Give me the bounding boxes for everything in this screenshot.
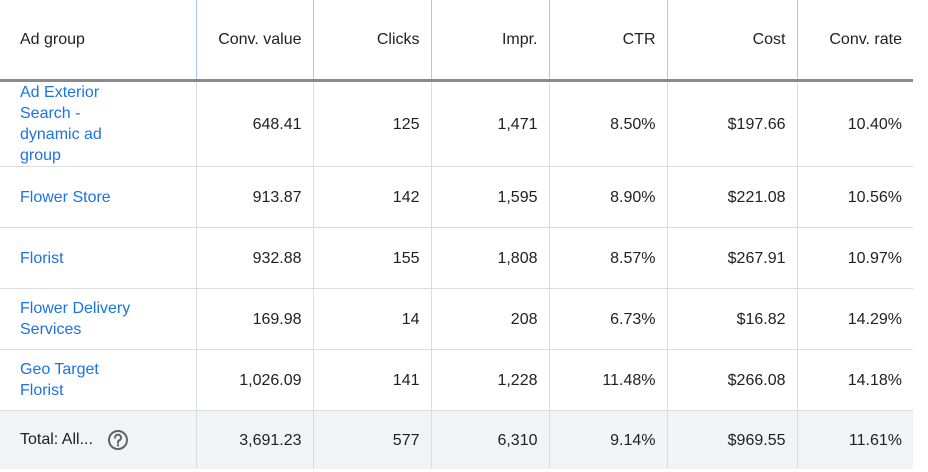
- ad-group-cell: Geo Target Florist: [0, 349, 196, 411]
- ad-group-link[interactable]: Geo Target Florist: [20, 361, 99, 399]
- ad-group-link[interactable]: Flower Delivery Services: [20, 300, 131, 338]
- metric-cell: 155: [312, 227, 431, 289]
- metric-cell: 1,228: [430, 349, 549, 411]
- help-mark: [113, 433, 122, 444]
- total-cell: 6,310: [430, 410, 549, 469]
- total-cell: 3,691.23: [195, 410, 313, 469]
- metric-cell: $221.08: [666, 166, 797, 228]
- ad-group-cell: Flower Store: [0, 166, 196, 228]
- column-header[interactable]: Impr.: [430, 0, 549, 82]
- metric-cell: 1,595: [430, 166, 549, 228]
- total-cell: 11.61%: [796, 410, 913, 469]
- column-header[interactable]: Conv. value: [195, 0, 313, 82]
- metric-cell: 1,026.09: [195, 349, 313, 411]
- total-row: Total: All... 3,691.23 577 6,310 9.14% $969.5…: [0, 410, 913, 469]
- metric-cell: 14.18%: [796, 349, 913, 411]
- ad-group-table: Ad group Conv. value Clicks Impr. CTR Cost Con…: [0, 0, 913, 469]
- total-cell: 577: [312, 410, 431, 469]
- column-header[interactable]: Conv. rate: [796, 0, 913, 82]
- metric-cell: $16.82: [666, 288, 797, 350]
- total-cell: $969.55: [666, 410, 797, 469]
- column-header[interactable]: Clicks: [312, 0, 431, 82]
- ad-group-link[interactable]: Ad Exterior Search - dynamic ad group: [20, 84, 102, 164]
- header-row: Ad group Conv. value Clicks Impr. CTR Cost Con…: [0, 0, 913, 82]
- table-row: Flower Delivery Services 169.98 14 208 6.73%…: [0, 288, 913, 350]
- metric-cell: 141: [312, 349, 431, 411]
- table-row: Florist 932.88 155 1,808 8.57% $267.91 10.97%: [0, 227, 913, 289]
- metric-cell: 11.48%: [548, 349, 667, 411]
- metric-cell: 169.98: [195, 288, 313, 350]
- metric-cell: 14.29%: [796, 288, 913, 350]
- ad-group-link[interactable]: Florist: [20, 249, 64, 267]
- metric-cell: 913.87: [195, 166, 313, 228]
- column-header[interactable]: Ad group: [0, 0, 196, 82]
- metric-cell: 10.97%: [796, 227, 913, 289]
- metric-cell: 10.40%: [796, 80, 913, 167]
- metric-cell: 6.73%: [548, 288, 667, 350]
- metric-cell: 14: [312, 288, 431, 350]
- metric-cell: 8.90%: [548, 166, 667, 228]
- metric-cell: 8.50%: [548, 80, 667, 167]
- metric-cell: 8.57%: [548, 227, 667, 289]
- help-icon[interactable]: [107, 429, 129, 451]
- metric-cell: 1,471: [430, 80, 549, 167]
- ad-group-link[interactable]: Flower Store: [20, 188, 111, 206]
- table-row: Flower Store 913.87 142 1,595 8.90% $221.08 10…: [0, 166, 913, 228]
- metric-cell: 208: [430, 288, 549, 350]
- metric-cell: $197.66: [666, 80, 797, 167]
- total-label-cell: Total: All...: [0, 410, 196, 469]
- metric-cell: 1,808: [430, 227, 549, 289]
- metric-cell: 648.41: [195, 80, 313, 167]
- metric-cell: 932.88: [195, 227, 313, 289]
- total-label: Total: All...: [20, 431, 93, 449]
- column-header[interactable]: Cost: [666, 0, 797, 82]
- ad-group-cell: Flower Delivery Services: [0, 288, 196, 350]
- metric-cell: $266.08: [666, 349, 797, 411]
- column-header[interactable]: CTR: [548, 0, 667, 82]
- metric-cell: 125: [312, 80, 431, 167]
- help-circle: [107, 430, 128, 450]
- metric-cell: 10.56%: [796, 166, 913, 228]
- help-dot: [116, 444, 120, 447]
- table-row: Ad Exterior Search - dynamic ad group 648…: [0, 80, 913, 167]
- table-body: Ad Exterior Search - dynamic ad group 648…: [0, 80, 913, 469]
- metric-cell: $267.91: [666, 227, 797, 289]
- total-cell: 9.14%: [548, 410, 667, 469]
- ad-group-cell: Florist: [0, 227, 196, 289]
- table-row: Geo Target Florist 1,026.09 141 1,228 11.48%…: [0, 349, 913, 411]
- metric-cell: 142: [312, 166, 431, 228]
- ad-group-cell: Ad Exterior Search - dynamic ad group: [0, 80, 196, 167]
